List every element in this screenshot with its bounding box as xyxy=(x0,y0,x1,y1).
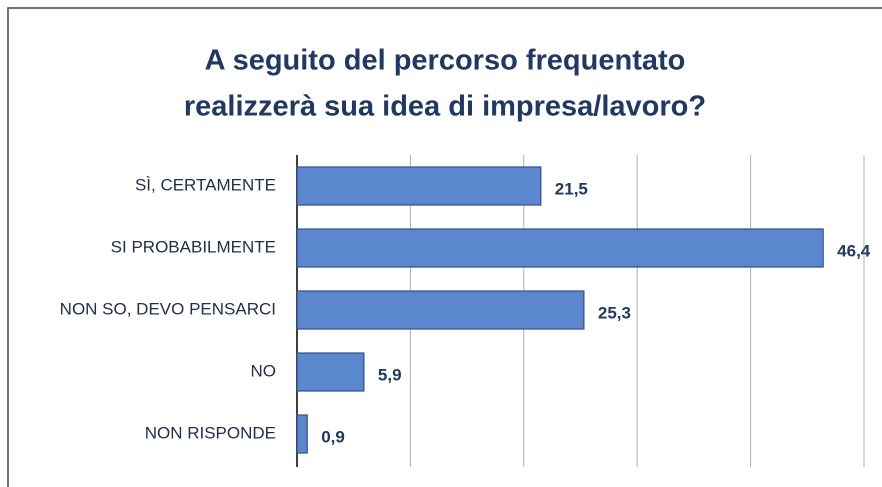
y-tick-label: SI PROBABILMENTE xyxy=(111,237,276,256)
data-label: 21,5 xyxy=(555,179,588,198)
bar xyxy=(296,228,824,268)
bar xyxy=(296,166,542,206)
chart-title: realizzerà sua idea di impresa/lavoro? xyxy=(184,91,706,123)
data-label: 46,4 xyxy=(837,241,871,260)
data-label: 25,3 xyxy=(598,303,631,322)
frame xyxy=(7,7,882,487)
data-label: 5,9 xyxy=(378,365,402,384)
chart-title: A seguito del percorso frequentato xyxy=(205,45,686,77)
y-tick-label: NON RISPONDE xyxy=(145,423,276,442)
bar xyxy=(296,352,365,392)
y-tick-label: NON SO, DEVO PENSARCI xyxy=(60,299,276,318)
y-tick-label: SÌ, CERTAMENTE xyxy=(135,175,276,194)
bar xyxy=(296,414,308,454)
y-tick-label: NO xyxy=(251,361,277,380)
bar xyxy=(296,290,585,330)
data-label: 0,9 xyxy=(321,427,345,446)
